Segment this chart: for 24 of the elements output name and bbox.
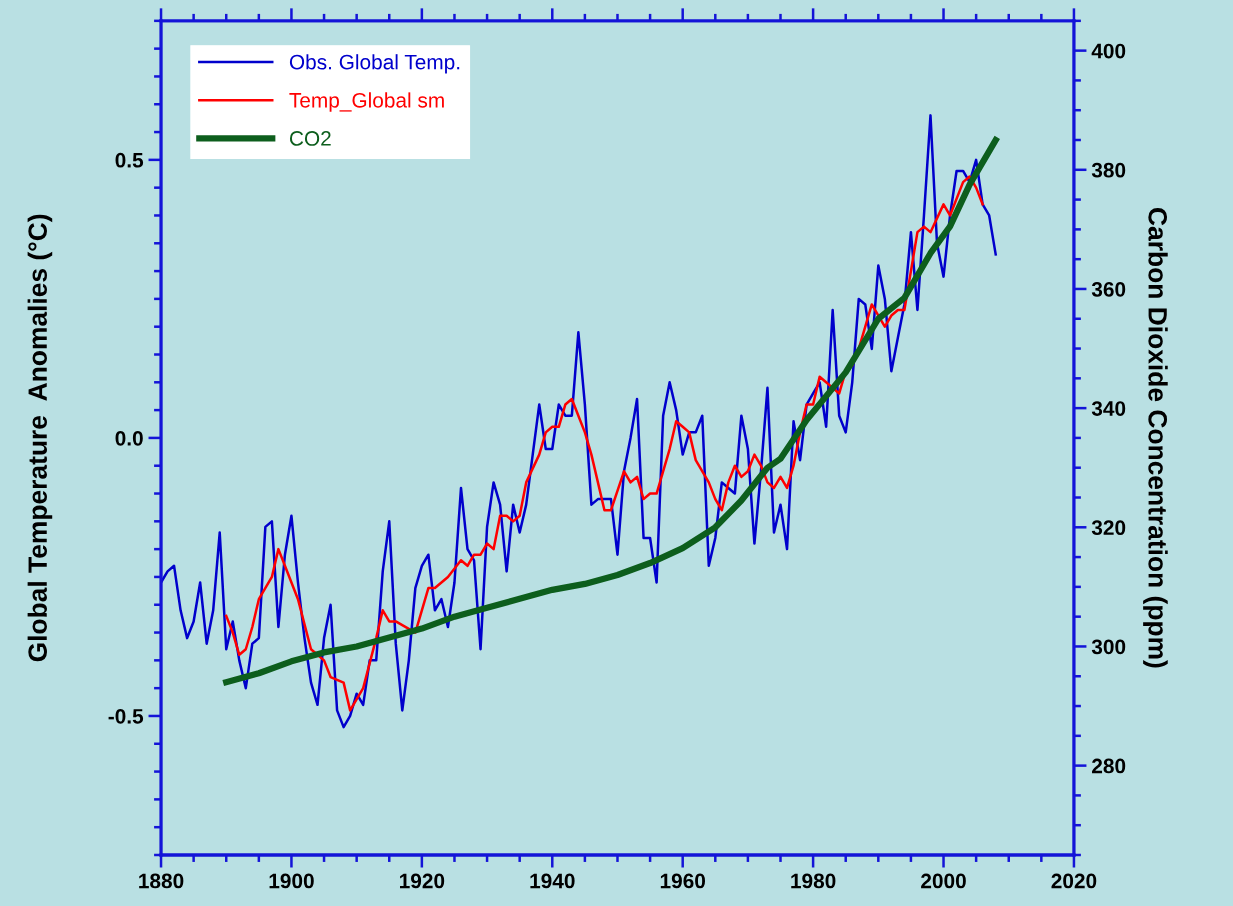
x-tick-label: 1920 bbox=[400, 873, 445, 889]
x-tick-label: 1980 bbox=[791, 873, 836, 889]
y2-tick-label: 340 bbox=[1091, 401, 1126, 416]
line-series bbox=[161, 114, 997, 729]
y-tick-label: 0.0 bbox=[115, 430, 143, 446]
y2-tick-label: 280 bbox=[1092, 758, 1126, 774]
y-tick-label: -0.5 bbox=[108, 708, 144, 724]
x-tick-label: 1900 bbox=[269, 873, 314, 889]
y-axis-title: Global Temperature Anomalies (°C) bbox=[27, 214, 53, 662]
x-tick-label: 2020 bbox=[1051, 873, 1097, 889]
y2-tick-label: 380 bbox=[1091, 162, 1126, 178]
y2-tick-label: 320 bbox=[1091, 520, 1126, 536]
x-tick-label: 1940 bbox=[530, 873, 575, 889]
legend-label: CO2 bbox=[289, 131, 331, 146]
x-tick-label: 1960 bbox=[660, 873, 706, 889]
y2-tick-label: 360 bbox=[1091, 281, 1126, 297]
y2-tick-label: 400 bbox=[1091, 43, 1126, 59]
legend-label: Obs. Global Temp. bbox=[289, 54, 460, 74]
y2-axis-title: Carbon Dioxide Concentration (ppm) bbox=[1143, 208, 1168, 668]
y-tick-label: 0.5 bbox=[115, 152, 144, 168]
x-tick-label: 2000 bbox=[921, 873, 966, 889]
y2-tick-label: 300 bbox=[1091, 639, 1126, 655]
x-tick-label: 1880 bbox=[139, 873, 184, 889]
legend-label: Temp_Global sm bbox=[289, 92, 444, 112]
